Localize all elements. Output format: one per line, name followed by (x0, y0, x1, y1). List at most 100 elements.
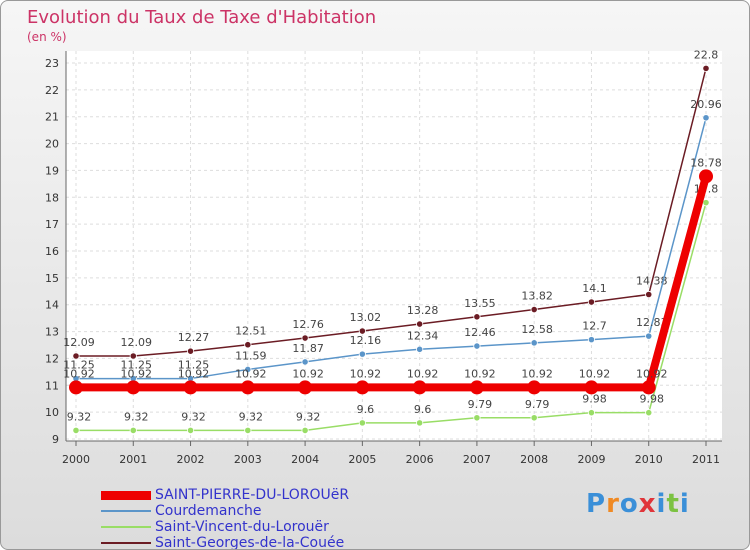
data-point (358, 327, 366, 335)
series-line-saint-georges-de-la-couee (76, 68, 707, 357)
y-tick-label: 10 (45, 406, 59, 419)
data-label: 10.92 (579, 367, 611, 380)
data-point (186, 426, 195, 435)
y-tick-label: 11 (45, 379, 59, 392)
logo-letter: i (679, 489, 690, 519)
y-tick-label: 12 (45, 352, 59, 365)
proxiti-logo: Proxiti (586, 489, 690, 519)
data-point (645, 332, 653, 340)
data-point (469, 380, 484, 395)
data-label: 9.79 (525, 398, 550, 411)
data-point (699, 169, 713, 184)
series-line-saint-vincent-du-lorouer (76, 202, 707, 432)
data-point (587, 409, 596, 417)
data-point (530, 414, 538, 422)
y-tick-label: 21 (45, 111, 59, 124)
legend-swatch (101, 542, 151, 544)
data-point (183, 380, 198, 395)
data-point (129, 426, 137, 435)
data-point (186, 347, 195, 355)
chart-title: Evolution du Taux de Taxe d'Habitation (27, 7, 377, 28)
data-label: 12.09 (63, 336, 95, 349)
data-label: 10.92 (636, 367, 668, 380)
data-point (416, 419, 424, 427)
y-tick-label: 13 (45, 326, 59, 339)
legend-label: Courdemanche (155, 503, 262, 519)
legend-item: Saint-Vincent-du-Lorouër (101, 519, 349, 535)
data-point (641, 380, 656, 395)
data-label: 10.92 (63, 367, 95, 380)
data-point (412, 380, 427, 395)
data-label: 10.92 (178, 367, 210, 380)
legend-label: SAINT-PIERRE-DU-LOROUëR (155, 487, 350, 503)
data-label: 9.32 (124, 410, 149, 423)
data-label: 12.27 (178, 331, 210, 344)
data-label: 13.28 (407, 304, 439, 317)
data-point (355, 380, 370, 395)
x-tick-label: 2004 (291, 453, 319, 466)
logo-letter: r (606, 489, 620, 519)
y-tick-label: 15 (45, 272, 59, 285)
data-label: 9.6 (414, 403, 432, 416)
data-point (72, 352, 80, 360)
data-point (301, 358, 309, 366)
y-tick-label: 19 (45, 164, 59, 177)
data-label: 9.98 (639, 393, 664, 406)
logo-letter: t (666, 489, 680, 519)
data-point (358, 419, 366, 427)
legend-label: Saint-Georges-de-la-Couée (155, 535, 345, 550)
data-label: 18.78 (690, 156, 722, 169)
x-tick-label: 2008 (520, 453, 548, 466)
data-label: 12.09 (121, 336, 153, 349)
data-label: 9.32 (239, 410, 264, 423)
data-point (244, 341, 252, 349)
chart-subtitle: (en %) (27, 30, 67, 44)
data-point (301, 426, 309, 435)
x-tick-label: 2011 (692, 453, 720, 466)
data-label: 10.92 (350, 367, 382, 380)
data-point (587, 298, 596, 306)
data-label: 9.32 (181, 410, 206, 423)
series-line-saint-pierre-du-lorouer (76, 175, 710, 392)
legend-item: Saint-Georges-de-la-Couée (101, 535, 349, 550)
legend-label: Saint-Vincent-du-Lorouër (155, 519, 329, 535)
data-point (240, 380, 255, 395)
x-tick-label: 2002 (177, 453, 205, 466)
data-point (301, 334, 309, 342)
data-point (72, 426, 80, 435)
x-tick-label: 2007 (463, 453, 491, 466)
logo-letter: o (619, 489, 639, 519)
data-point (584, 380, 599, 395)
chart-legend: SAINT-PIERRE-DU-LOROUëR Courdemanche Saint… (101, 487, 350, 550)
data-label: 12.83 (636, 316, 668, 329)
data-point (416, 320, 424, 328)
data-label: 11.25 (63, 359, 95, 372)
data-label: 11.25 (121, 359, 153, 372)
data-label: 12.7 (582, 320, 607, 333)
data-label: 13.02 (350, 311, 382, 324)
plot-area (66, 51, 722, 441)
data-label: 10.92 (121, 367, 153, 380)
y-tick-label: 14 (45, 299, 59, 312)
data-label: 12.34 (407, 329, 439, 342)
data-point (527, 380, 542, 395)
y-tick-label: 9 (52, 433, 59, 446)
data-label: 9.79 (468, 398, 493, 411)
data-point (244, 426, 252, 435)
data-label: 12.46 (464, 326, 496, 339)
data-label: 13.82 (521, 290, 553, 303)
data-label: 10.92 (407, 367, 439, 380)
logo-letter: x (638, 489, 657, 519)
data-point (702, 64, 710, 72)
legend-item: Courdemanche (101, 503, 349, 519)
data-label: 14.1 (582, 282, 607, 295)
data-point (129, 352, 137, 360)
data-label: 9.6 (357, 403, 375, 416)
data-point (473, 414, 481, 422)
data-label: 10.92 (235, 367, 267, 380)
x-tick-label: 2006 (406, 453, 434, 466)
logo-letter: i (656, 489, 667, 519)
data-label: 22.8 (694, 48, 719, 61)
y-tick-label: 23 (45, 57, 59, 70)
